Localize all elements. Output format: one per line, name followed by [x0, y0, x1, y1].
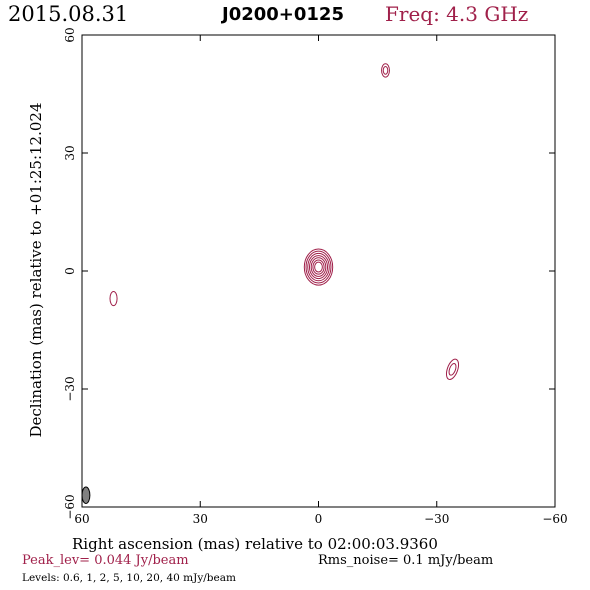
x-tick-label: 60 — [74, 512, 89, 526]
y-tick-label: 0 — [63, 267, 77, 275]
tick-group: 60 30 0 −30 −60 −60 −30 0 30 60 — [63, 27, 568, 526]
contour-line — [109, 290, 118, 307]
contour-group — [109, 63, 460, 380]
contour-line — [445, 358, 460, 380]
y-tick-label: 30 — [63, 145, 77, 160]
contour-line — [314, 261, 323, 273]
contour-line — [305, 250, 332, 284]
x-tick-label: 30 — [193, 512, 208, 526]
y-tick-label: −30 — [63, 376, 77, 401]
beam-ellipse — [81, 486, 91, 504]
contour-line — [310, 257, 327, 277]
peak-level: Peak_lev= 0.044 Jy/beam — [22, 553, 189, 568]
y-tick-label: 60 — [63, 27, 77, 42]
frequency-label: Freq: 4.3 GHz — [385, 2, 529, 26]
contour-levels: Levels: 0.6, 1, 2, 5, 10, 20, 40 mJy/bea… — [22, 572, 236, 584]
contour-line — [382, 66, 389, 75]
contour-line — [312, 259, 325, 275]
beam-group — [81, 486, 91, 504]
x-axis-label: Right ascension (mas) relative to 02:00:… — [72, 535, 438, 553]
x-tick-label: −60 — [542, 512, 567, 526]
plot-frame — [81, 34, 556, 508]
contour-line — [381, 63, 390, 78]
contour-line — [448, 363, 457, 376]
x-tick-label: 0 — [315, 512, 323, 526]
y-tick-label: −60 — [63, 494, 77, 519]
x-tick-label: −30 — [424, 512, 449, 526]
y-axis-label: Declination (mas) relative to +01:25:12.… — [27, 102, 45, 438]
contour-line — [307, 252, 330, 282]
observation-date: 2015.08.31 — [8, 2, 129, 26]
source-name: J0200+0125 — [222, 4, 344, 25]
rms-noise: Rms_noise= 0.1 mJy/beam — [318, 553, 494, 568]
contour-line — [303, 248, 334, 286]
contour-line — [308, 255, 329, 280]
